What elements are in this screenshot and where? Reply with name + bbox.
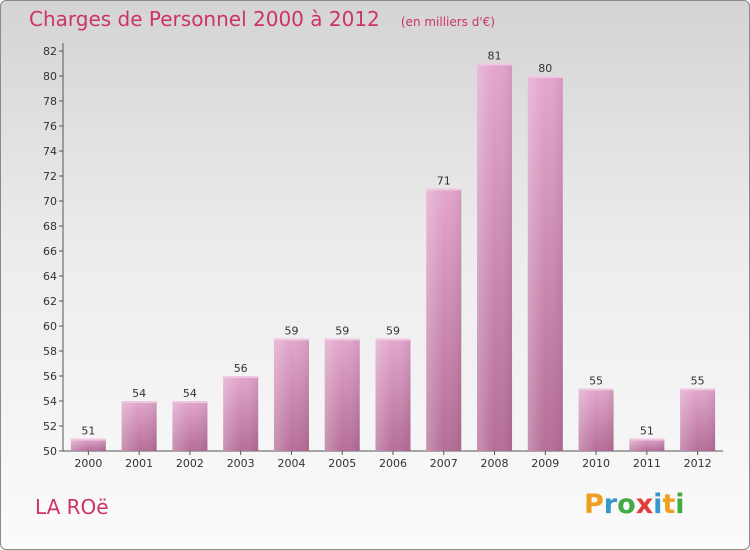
- bar-shading: [629, 438, 665, 451]
- bar-shading: [324, 338, 360, 451]
- bar-shading: [121, 401, 157, 451]
- chart-title: Charges de Personnel 2000 à 2012: [29, 7, 380, 31]
- logo-letter: P: [584, 489, 604, 520]
- bar-top-highlight: [477, 63, 513, 66]
- x-tick-label: 2010: [582, 457, 610, 470]
- y-tick-label: 74: [43, 145, 57, 158]
- data-label: 55: [691, 375, 705, 388]
- bar-top-highlight: [578, 388, 614, 391]
- bar-top-highlight: [223, 376, 259, 378]
- bar-top-highlight: [375, 338, 411, 341]
- bar-shading: [273, 338, 309, 451]
- y-tick-label: 78: [43, 95, 57, 108]
- logo-letter: r: [603, 489, 618, 520]
- y-tick-label: 82: [43, 45, 57, 58]
- data-label: 81: [488, 50, 502, 63]
- bar-top-highlight: [629, 438, 665, 441]
- y-tick-label: 52: [43, 420, 57, 433]
- x-tick-label: 2011: [633, 457, 661, 470]
- y-tick-label: 66: [43, 245, 57, 258]
- data-label: 56: [234, 362, 248, 375]
- x-tick-label: 2005: [328, 457, 356, 470]
- data-label: 51: [640, 425, 654, 438]
- proxiti-logo: Proxiti: [584, 489, 685, 520]
- y-tick-label: 54: [43, 395, 57, 408]
- data-label: 54: [132, 387, 146, 400]
- bar-shading: [680, 388, 716, 451]
- y-tick-label: 64: [43, 270, 57, 283]
- y-tick-label: 56: [43, 370, 57, 383]
- chart-subtitle: (en milliers d'€): [400, 15, 495, 29]
- x-tick-label: 2009: [531, 457, 559, 470]
- x-tick-label: 2012: [684, 457, 712, 470]
- bar-top-highlight: [70, 438, 106, 441]
- data-label: 80: [538, 62, 552, 75]
- x-tick-label: 2008: [481, 457, 509, 470]
- chart-bars: [70, 63, 716, 451]
- data-label: 59: [335, 325, 349, 338]
- data-label: 71: [437, 175, 451, 188]
- title-row: Charges de Personnel 2000 à 2012 (en mil…: [29, 7, 495, 31]
- y-tick-label: 58: [43, 345, 57, 358]
- logo-letter: i: [653, 489, 663, 520]
- bar-top-highlight: [172, 401, 208, 403]
- bar-top-highlight: [273, 338, 309, 341]
- chart-axes: 50 52 54 56 58 60 62 64 66 68 70 72 74 76 78 80 82: [43, 43, 723, 458]
- bar-shading: [172, 401, 208, 451]
- bar-top-highlight: [121, 401, 157, 403]
- bar-top-highlight: [680, 388, 716, 391]
- y-tick-label: 72: [43, 170, 57, 183]
- x-tick-label: 2001: [125, 457, 153, 470]
- y-tick-label: 62: [43, 295, 57, 308]
- y-tick-label: 60: [43, 320, 57, 333]
- y-tick-label: 50: [43, 445, 57, 458]
- data-label: 59: [386, 325, 400, 338]
- bar-top-highlight: [426, 188, 462, 191]
- logo-letter: i: [675, 489, 685, 520]
- y-tick-label: 70: [43, 195, 57, 208]
- y-tick-label: 80: [43, 70, 57, 83]
- bar-shading: [578, 388, 614, 451]
- bar-top-highlight: [324, 338, 360, 341]
- x-tick-label: 2007: [430, 457, 458, 470]
- logo-letter: x: [635, 489, 654, 520]
- commune-name: LA ROë: [35, 495, 109, 519]
- data-label: 55: [589, 375, 603, 388]
- bar-shading: [527, 76, 563, 451]
- data-label: 59: [284, 325, 298, 338]
- bar-shading: [426, 188, 462, 451]
- data-label: 54: [183, 387, 197, 400]
- y-tick-label: 68: [43, 220, 57, 233]
- bar-shading: [477, 63, 513, 451]
- bar-top-highlight: [527, 76, 563, 78]
- chart-labels: 2000 51 2001 54 2002 54 2003 56 2004 59 2005 59 2006…: [74, 50, 711, 471]
- bar-shading: [375, 338, 411, 451]
- x-tick-label: 2004: [277, 457, 305, 470]
- bar-shading: [223, 376, 259, 451]
- x-tick-label: 2003: [227, 457, 255, 470]
- logo-letter: t: [662, 489, 676, 520]
- bar-shading: [70, 438, 106, 451]
- x-tick-label: 2006: [379, 457, 407, 470]
- x-tick-label: 2000: [74, 457, 102, 470]
- data-label: 51: [81, 425, 95, 438]
- logo-letter: o: [617, 489, 636, 520]
- x-tick-label: 2002: [176, 457, 204, 470]
- y-tick-label: 76: [43, 120, 57, 133]
